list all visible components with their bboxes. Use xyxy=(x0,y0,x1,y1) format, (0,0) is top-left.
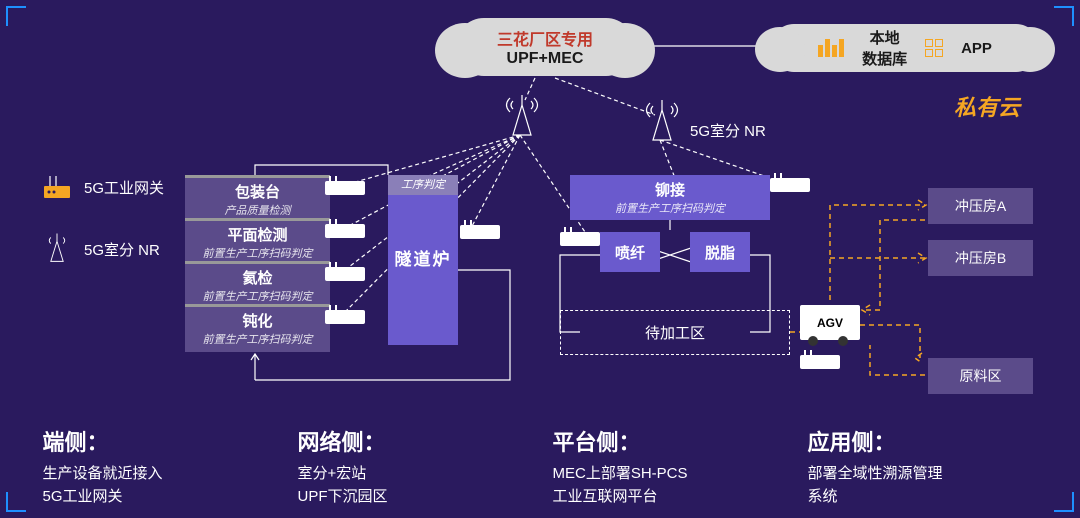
raw-area-box: 原料区 xyxy=(928,358,1033,394)
router-icon xyxy=(560,232,600,246)
station-sub: 产品质量检测 xyxy=(191,202,324,218)
agv-box: AGV xyxy=(800,305,860,340)
bottom-col-end: 端侧：生产设备就近接入 5G工业网关 xyxy=(43,425,273,508)
legend: 5G工业网关 5G室分 NR xyxy=(40,170,164,294)
spray-box: 喷纤 xyxy=(600,232,660,272)
app-label: APP xyxy=(961,40,992,57)
router-icon xyxy=(325,224,365,238)
station-title: 包装台 xyxy=(191,181,324,202)
antenna-icon xyxy=(505,95,539,139)
station-title: 氦检 xyxy=(191,267,324,288)
station-box: 包装台产品质量检测 xyxy=(185,175,330,223)
legend-gateway: 5G工业网关 xyxy=(40,170,164,204)
antenna-icon xyxy=(40,232,74,266)
legend-nr-label: 5G室分 NR xyxy=(84,239,160,260)
tunnel-furnace: 隧道炉 xyxy=(388,195,458,345)
press-b-box: 冲压房B xyxy=(928,240,1033,276)
waiting-area: 待加工区 xyxy=(560,310,790,355)
private-cloud-label: 私有云 xyxy=(954,90,1020,122)
station-sub: 前置生产工序扫码判定 xyxy=(191,288,324,304)
diagram-canvas: 三花厂区专用 UPF+MEC 本地数据库 APP 私有云 5G室分 NR 5G工… xyxy=(0,0,1080,518)
database-icon xyxy=(818,39,844,57)
cloud-upf-mec: 三花厂区专用 UPF+MEC xyxy=(455,18,635,76)
station-title: 钝化 xyxy=(191,310,324,331)
legend-gateway-label: 5G工业网关 xyxy=(84,177,164,198)
cloud-local: 本地数据库 APP xyxy=(770,24,1040,72)
local-db-label: 本地数据库 xyxy=(862,27,907,69)
legend-nr: 5G室分 NR xyxy=(40,232,164,266)
router-icon xyxy=(800,355,840,369)
router-icon xyxy=(325,310,365,324)
station-box: 氦检前置生产工序扫码判定 xyxy=(185,261,330,309)
station-box: 钝化前置生产工序扫码判定 xyxy=(185,304,330,352)
rivet-sub: 前置生产工序扫码判定 xyxy=(574,200,766,216)
furnace-judge: 工序判定 xyxy=(388,175,458,195)
gateway-icon xyxy=(40,170,74,204)
station-sub: 前置生产工序扫码判定 xyxy=(191,245,324,261)
press-a-box: 冲压房A xyxy=(928,188,1033,224)
degrease-box: 脱脂 xyxy=(690,232,750,272)
bottom-col-platform: 平台侧：MEC上部署SH-PCS 工业互联网平台 xyxy=(553,425,783,508)
bottom-row: 端侧：生产设备就近接入 5G工业网关 网络侧：室分+宏站 UPF下沉园区 平台侧… xyxy=(0,425,1080,508)
router-icon xyxy=(325,181,365,195)
station-title: 平面检测 xyxy=(191,224,324,245)
nr-label: 5G室分 NR xyxy=(690,120,766,141)
cloud-upf-line1: 三花厂区专用 xyxy=(497,26,593,50)
router-icon xyxy=(770,178,810,192)
router-icon xyxy=(460,225,500,239)
app-icon xyxy=(925,39,943,57)
cloud-upf-line2: UPF+MEC xyxy=(507,50,584,68)
station-sub: 前置生产工序扫码判定 xyxy=(191,331,324,347)
bottom-col-app: 应用侧：部署全域性溯源管理 系统 xyxy=(808,425,1038,508)
bottom-col-network: 网络侧：室分+宏站 UPF下沉园区 xyxy=(298,425,528,508)
router-icon xyxy=(325,267,365,281)
antenna-icon xyxy=(645,100,679,144)
station-box: 平面检测前置生产工序扫码判定 xyxy=(185,218,330,266)
rivet-title: 铆接 xyxy=(574,179,766,200)
rivet-box: 铆接 前置生产工序扫码判定 xyxy=(570,175,770,220)
